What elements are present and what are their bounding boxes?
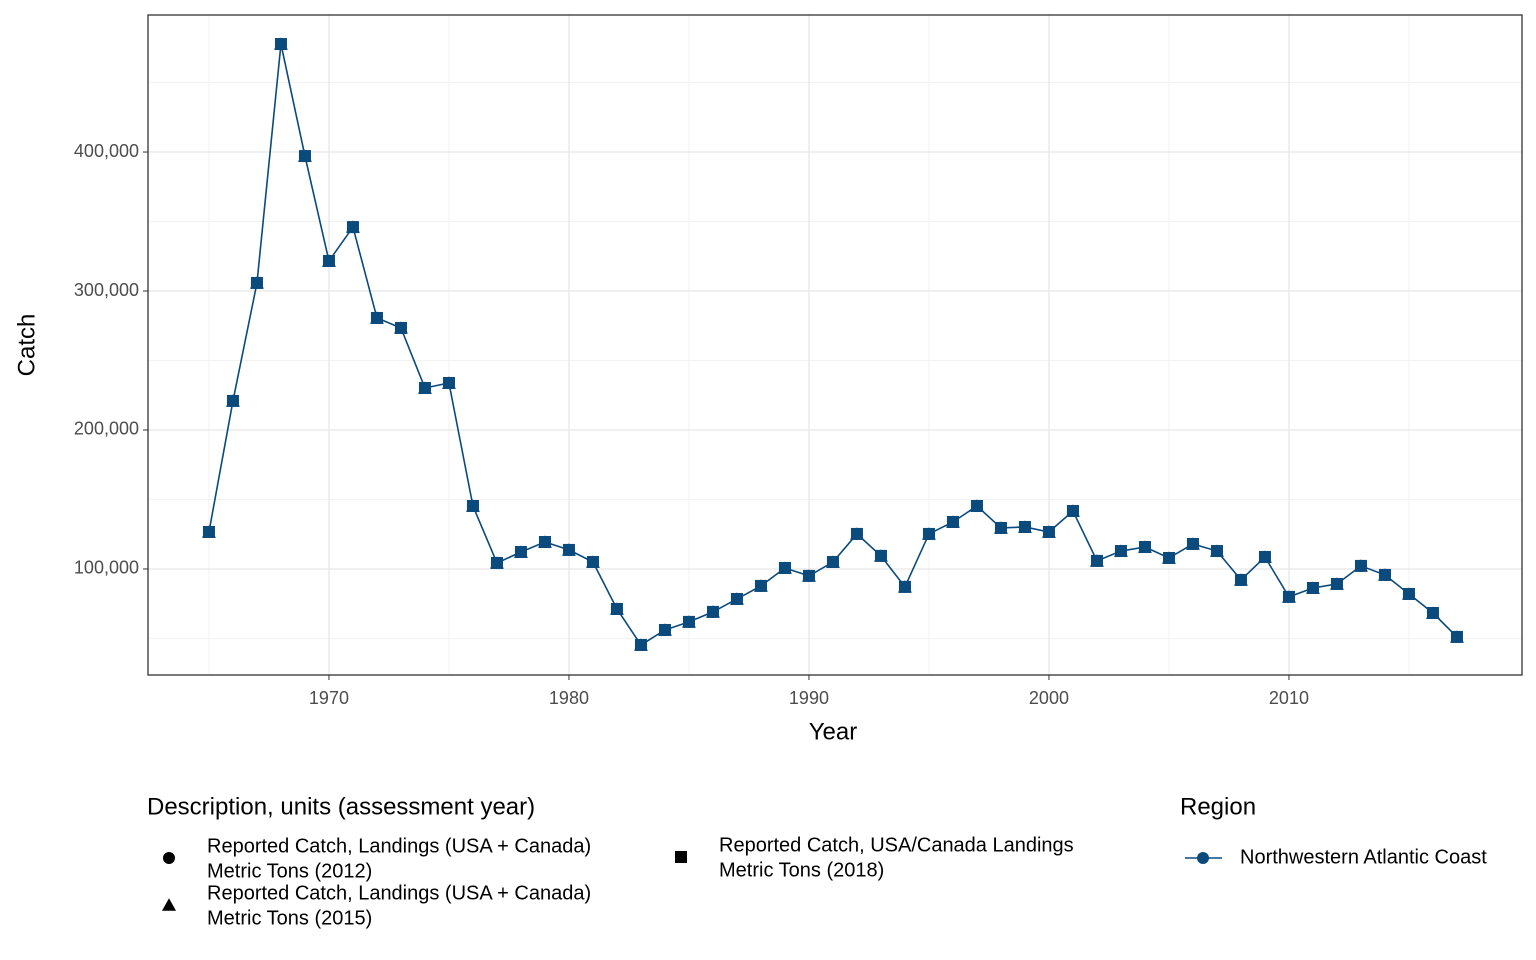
marker-square <box>538 535 551 548</box>
legend-label: Reported Catch, Landings (USA + Canada) <box>207 882 591 904</box>
marker-square <box>946 515 959 528</box>
marker-square <box>850 527 863 540</box>
marker-square <box>274 38 287 51</box>
marker-square <box>922 527 935 540</box>
marker-square <box>1306 582 1319 595</box>
marker-square <box>1282 590 1295 603</box>
marker-square <box>1018 520 1031 533</box>
marker-square <box>610 602 623 615</box>
marker-square <box>1114 545 1127 558</box>
marker-square <box>826 556 839 569</box>
marker-square <box>675 851 687 863</box>
legend-title: Description, units (assessment year) <box>147 793 535 820</box>
marker-square <box>682 615 695 628</box>
marker-square <box>994 521 1007 534</box>
marker-square <box>298 150 311 163</box>
marker-square <box>706 605 719 618</box>
legend-label: Metric Tons (2018) <box>719 859 884 881</box>
marker-square <box>562 543 575 556</box>
marker-square <box>1330 577 1343 590</box>
legend-label: Northwestern Atlantic Coast <box>1240 846 1487 868</box>
legend-label: Reported Catch, USA/Canada Landings <box>719 834 1074 856</box>
marker-square <box>802 569 815 582</box>
marker-square <box>730 592 743 605</box>
y-tick-label: 300,000 <box>74 280 139 300</box>
x-axis-title: Year <box>809 718 858 745</box>
marker-square <box>1090 554 1103 567</box>
marker-square <box>1162 551 1175 564</box>
marker-square <box>1234 573 1247 586</box>
marker-square <box>1450 630 1463 643</box>
marker-square <box>1402 587 1415 600</box>
marker-square <box>874 549 887 562</box>
legend-label: Metric Tons (2012) <box>207 860 372 882</box>
marker-square <box>442 377 455 390</box>
marker-square <box>394 321 407 334</box>
marker-square <box>202 525 215 538</box>
marker-square <box>1378 568 1391 581</box>
x-tick-label: 1980 <box>549 688 589 708</box>
marker-square <box>898 580 911 593</box>
marker-circle <box>163 852 175 864</box>
x-tick-label: 1970 <box>309 688 349 708</box>
x-tick-label: 2010 <box>1269 688 1309 708</box>
marker-square <box>1186 537 1199 550</box>
legend-label: Metric Tons (2015) <box>207 907 372 929</box>
marker-square <box>226 394 239 407</box>
marker-square <box>586 556 599 569</box>
marker-square <box>1258 551 1271 564</box>
y-tick-label: 400,000 <box>74 141 139 161</box>
marker-triangle <box>162 898 176 911</box>
y-tick-label: 200,000 <box>74 419 139 439</box>
marker-square <box>1042 525 1055 538</box>
marker-square <box>1210 545 1223 558</box>
legend-title: Region <box>1180 793 1256 820</box>
legend-label: Reported Catch, Landings (USA + Canada) <box>207 835 591 857</box>
marker-square <box>1138 541 1151 554</box>
marker-square <box>346 221 359 234</box>
marker-square <box>754 579 767 592</box>
marker-square <box>466 500 479 513</box>
marker-square <box>490 556 503 569</box>
marker-square <box>370 311 383 324</box>
marker-square <box>634 638 647 651</box>
x-tick-label: 1990 <box>789 688 829 708</box>
marker-square <box>658 623 671 636</box>
marker-square <box>1066 505 1079 518</box>
y-axis-title: Catch <box>13 314 40 377</box>
marker-square <box>322 254 335 267</box>
marker-square <box>250 276 263 289</box>
marker-square <box>514 546 527 559</box>
marker-square <box>970 500 983 513</box>
marker-square <box>1354 559 1367 572</box>
marker-square <box>778 561 791 574</box>
panel-border <box>147 14 1523 676</box>
y-tick-label: 100,000 <box>74 558 139 578</box>
legend-marker <box>1197 852 1209 864</box>
marker-square <box>1426 607 1439 620</box>
marker-square <box>418 382 431 395</box>
x-tick-label: 2000 <box>1029 688 1069 708</box>
